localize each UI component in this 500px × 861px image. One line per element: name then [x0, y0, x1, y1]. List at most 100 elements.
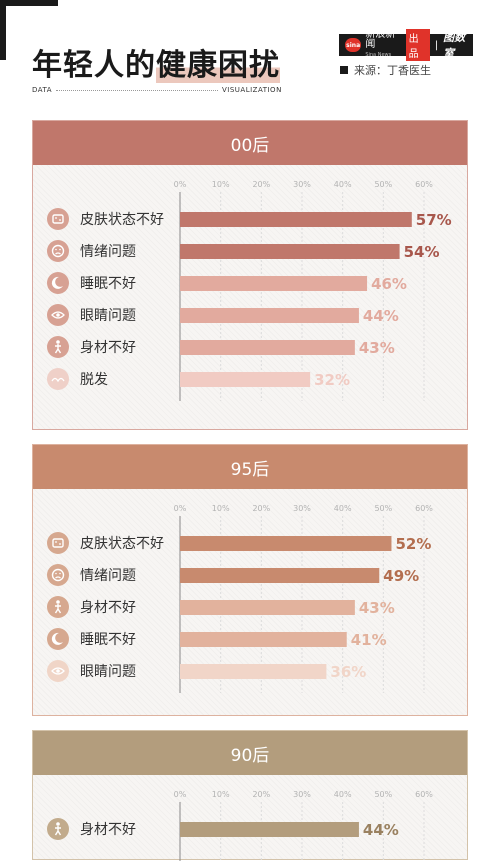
value-label: 43% [359, 599, 395, 617]
bar [180, 822, 359, 837]
tick-label: 30% [293, 504, 311, 513]
tick-label: 60% [415, 504, 433, 513]
tick-label: 20% [252, 790, 270, 799]
chart-90: 0% 10% 20% 30% 40% 50% 60% 身材不好 44% [47, 790, 433, 861]
tick-label: 0% [174, 180, 187, 189]
value-label: 41% [351, 631, 387, 649]
tick-label: 50% [374, 790, 392, 799]
data-label: DATA [32, 86, 53, 94]
page-title: 年轻人的健康困扰 [32, 40, 280, 84]
chart-row: 情绪问题 54% [47, 240, 440, 262]
skin-icon [47, 208, 69, 230]
moon-icon-bg [47, 628, 69, 650]
source-line: 来源：丁香医生 [340, 62, 431, 78]
tick-label: 10% [212, 504, 230, 513]
chart-row: 睡眠不好 46% [47, 272, 407, 294]
bar [180, 276, 368, 291]
category-label: 脱发 [80, 372, 108, 388]
chart-row: 睡眠不好 41% [47, 628, 387, 650]
bar [180, 372, 311, 387]
bar [180, 600, 355, 615]
chart-row: 脱发 32% [47, 368, 350, 390]
chart-row: 身材不好 43% [47, 336, 395, 358]
tick-label: 0% [174, 790, 187, 799]
bar [180, 244, 400, 259]
hair-icon-bg [47, 368, 69, 390]
brand-name-sub: Sina News [365, 52, 392, 58]
panel-title-90: 90后 [33, 731, 467, 775]
skin-icon-bg [47, 208, 69, 230]
chart-95: 0% 10% 20% 30% 40% 50% 60% 皮肤状态不好 52% 情绪问题 49% 身材不好… [47, 504, 433, 693]
chart-row: 身材不好 43% [47, 596, 395, 618]
value-label: 32% [314, 371, 350, 389]
chart-panel-90: 90后 0% 10% 20% 30% 40% 50% 60% 身材不好 44% [32, 730, 468, 861]
eye-icon [47, 660, 69, 682]
tick-label: 20% [252, 180, 270, 189]
body-icon [47, 596, 69, 618]
title-highlight: 健康困扰 [156, 48, 280, 83]
chart-row: 身材不好 44% [47, 818, 399, 840]
panel-title-95: 95后 [33, 445, 467, 489]
source-square-icon [340, 66, 348, 74]
chart-row: 眼睛问题 36% [47, 660, 366, 682]
body-icon [47, 336, 69, 358]
chart-row: 眼睛问题 44% [47, 304, 399, 326]
value-label: 46% [371, 275, 407, 293]
dotted-divider [56, 90, 218, 91]
brand-tool: 图数室 [443, 31, 466, 60]
value-label: 49% [383, 567, 419, 585]
panel-title-00: 00后 [33, 121, 467, 165]
tick-label: 50% [374, 180, 392, 189]
tick-label: 20% [252, 504, 270, 513]
brand-separator: | [434, 39, 439, 51]
corner-decoration-top [0, 0, 58, 6]
category-label: 眼睛问题 [80, 308, 136, 324]
tick-label: 40% [334, 180, 352, 189]
title-main: 年轻人的 [32, 48, 156, 83]
brand-badge: sina 新浪新闻 Sina News 出品 | 图数室 [339, 29, 473, 61]
skin-icon-bg [47, 532, 69, 554]
bar [180, 308, 359, 323]
bar [180, 632, 347, 647]
brand-name-text: 新浪新闻 [365, 29, 396, 50]
category-label: 情绪问题 [80, 244, 136, 260]
sina-logo-icon: sina [345, 38, 362, 52]
tick-label: 30% [293, 180, 311, 189]
bar [180, 340, 355, 355]
category-label: 情绪问题 [80, 568, 136, 584]
tick-label: 50% [374, 504, 392, 513]
sad-face-icon-bg [47, 564, 69, 586]
value-label: 52% [395, 535, 431, 553]
corner-decoration-left [0, 0, 6, 60]
value-label: 57% [416, 211, 452, 229]
sad-face-icon [47, 240, 69, 262]
value-label: 43% [359, 339, 395, 357]
category-label: 眼睛问题 [80, 664, 136, 680]
category-label: 睡眠不好 [80, 276, 136, 292]
moon-icon [47, 272, 69, 294]
value-label: 44% [363, 307, 399, 325]
bar [180, 212, 412, 227]
eye-icon [47, 304, 69, 326]
body-icon [47, 818, 69, 840]
chart-row: 皮肤状态不好 52% [47, 532, 431, 554]
bar [180, 568, 380, 583]
bar [180, 536, 392, 551]
category-label: 皮肤状态不好 [80, 536, 164, 552]
chart-row: 皮肤状态不好 57% [47, 208, 452, 230]
value-label: 44% [363, 821, 399, 839]
category-label: 身材不好 [80, 600, 136, 616]
tick-label: 60% [415, 790, 433, 799]
tick-label: 60% [415, 180, 433, 189]
category-label: 身材不好 [80, 822, 136, 838]
brand-name: 新浪新闻 Sina News [365, 30, 401, 60]
tick-label: 10% [212, 790, 230, 799]
chart-panel-00: 00后 0% 10% 20% 30% 40% 50% 60% 皮肤状态不好 57% 情绪问题 54%… [32, 120, 468, 430]
chart-row: 情绪问题 49% [47, 564, 419, 586]
category-label: 皮肤状态不好 [80, 212, 164, 228]
source-text: 来源：丁香医生 [354, 64, 431, 77]
moon-icon [47, 628, 69, 650]
category-label: 身材不好 [80, 340, 136, 356]
tick-label: 10% [212, 180, 230, 189]
tick-label: 0% [174, 504, 187, 513]
